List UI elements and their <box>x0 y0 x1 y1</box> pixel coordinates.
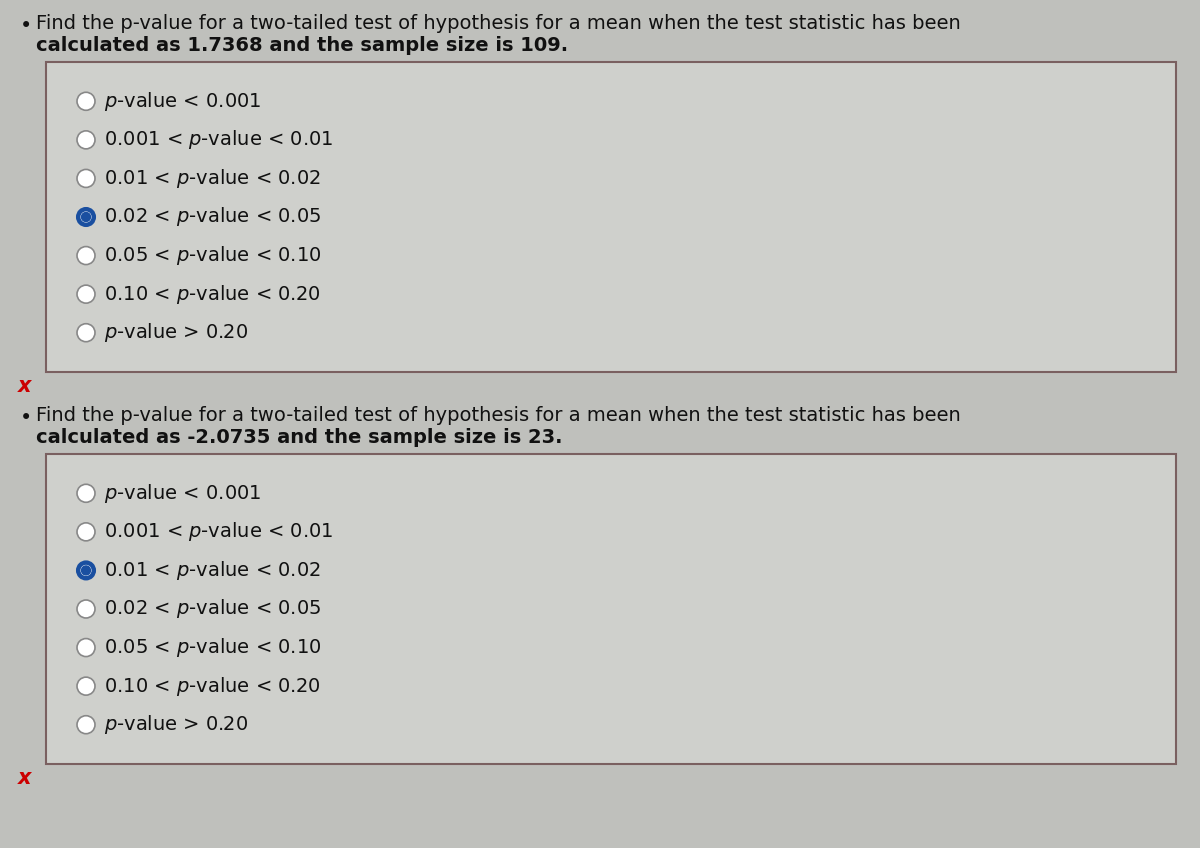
Circle shape <box>77 484 95 502</box>
Text: 0.01 < $p$-value < 0.02: 0.01 < $p$-value < 0.02 <box>104 559 320 582</box>
Circle shape <box>77 561 95 579</box>
Circle shape <box>77 523 95 541</box>
Circle shape <box>77 639 95 656</box>
Text: $p$-value > 0.20: $p$-value > 0.20 <box>104 713 248 736</box>
Circle shape <box>77 324 95 342</box>
Circle shape <box>77 170 95 187</box>
Text: •: • <box>20 408 32 428</box>
Text: 0.10 < $p$-value < 0.20: 0.10 < $p$-value < 0.20 <box>104 675 320 698</box>
Text: x: x <box>18 376 31 396</box>
Circle shape <box>82 213 90 221</box>
Circle shape <box>77 285 95 303</box>
Circle shape <box>77 600 95 618</box>
Text: 0.02 < $p$-value < 0.05: 0.02 < $p$-value < 0.05 <box>104 598 322 621</box>
Text: 0.05 < $p$-value < 0.10: 0.05 < $p$-value < 0.10 <box>104 244 322 267</box>
Text: Find the p-value for a two-tailed test of hypothesis for a mean when the test st: Find the p-value for a two-tailed test o… <box>36 14 961 33</box>
Text: Find the p-value for a two-tailed test of hypothesis for a mean when the test st: Find the p-value for a two-tailed test o… <box>36 406 961 425</box>
Text: 0.05 < $p$-value < 0.10: 0.05 < $p$-value < 0.10 <box>104 636 322 659</box>
Circle shape <box>77 92 95 110</box>
Circle shape <box>77 678 95 695</box>
Text: 0.10 < $p$-value < 0.20: 0.10 < $p$-value < 0.20 <box>104 282 320 305</box>
Text: $p$-value < 0.001: $p$-value < 0.001 <box>104 90 262 113</box>
Bar <box>46 454 1176 764</box>
Circle shape <box>80 565 91 576</box>
Text: $p$-value > 0.20: $p$-value > 0.20 <box>104 321 248 344</box>
Circle shape <box>80 211 91 222</box>
Circle shape <box>77 716 95 734</box>
Text: •: • <box>20 16 32 36</box>
Text: $p$-value < 0.001: $p$-value < 0.001 <box>104 482 262 505</box>
Circle shape <box>77 131 95 149</box>
Text: calculated as -2.0735 and the sample size is 23.: calculated as -2.0735 and the sample siz… <box>36 428 563 447</box>
Text: x: x <box>18 768 31 788</box>
Text: 0.02 < $p$-value < 0.05: 0.02 < $p$-value < 0.05 <box>104 205 322 228</box>
Circle shape <box>77 208 95 226</box>
Circle shape <box>77 247 95 265</box>
Text: 0.01 < $p$-value < 0.02: 0.01 < $p$-value < 0.02 <box>104 167 320 190</box>
Bar <box>46 62 1176 372</box>
Text: 0.001 < $p$-value < 0.01: 0.001 < $p$-value < 0.01 <box>104 521 334 544</box>
Circle shape <box>82 566 90 575</box>
Text: calculated as 1.7368 and the sample size is 109.: calculated as 1.7368 and the sample size… <box>36 36 568 55</box>
Text: 0.001 < $p$-value < 0.01: 0.001 < $p$-value < 0.01 <box>104 128 334 151</box>
